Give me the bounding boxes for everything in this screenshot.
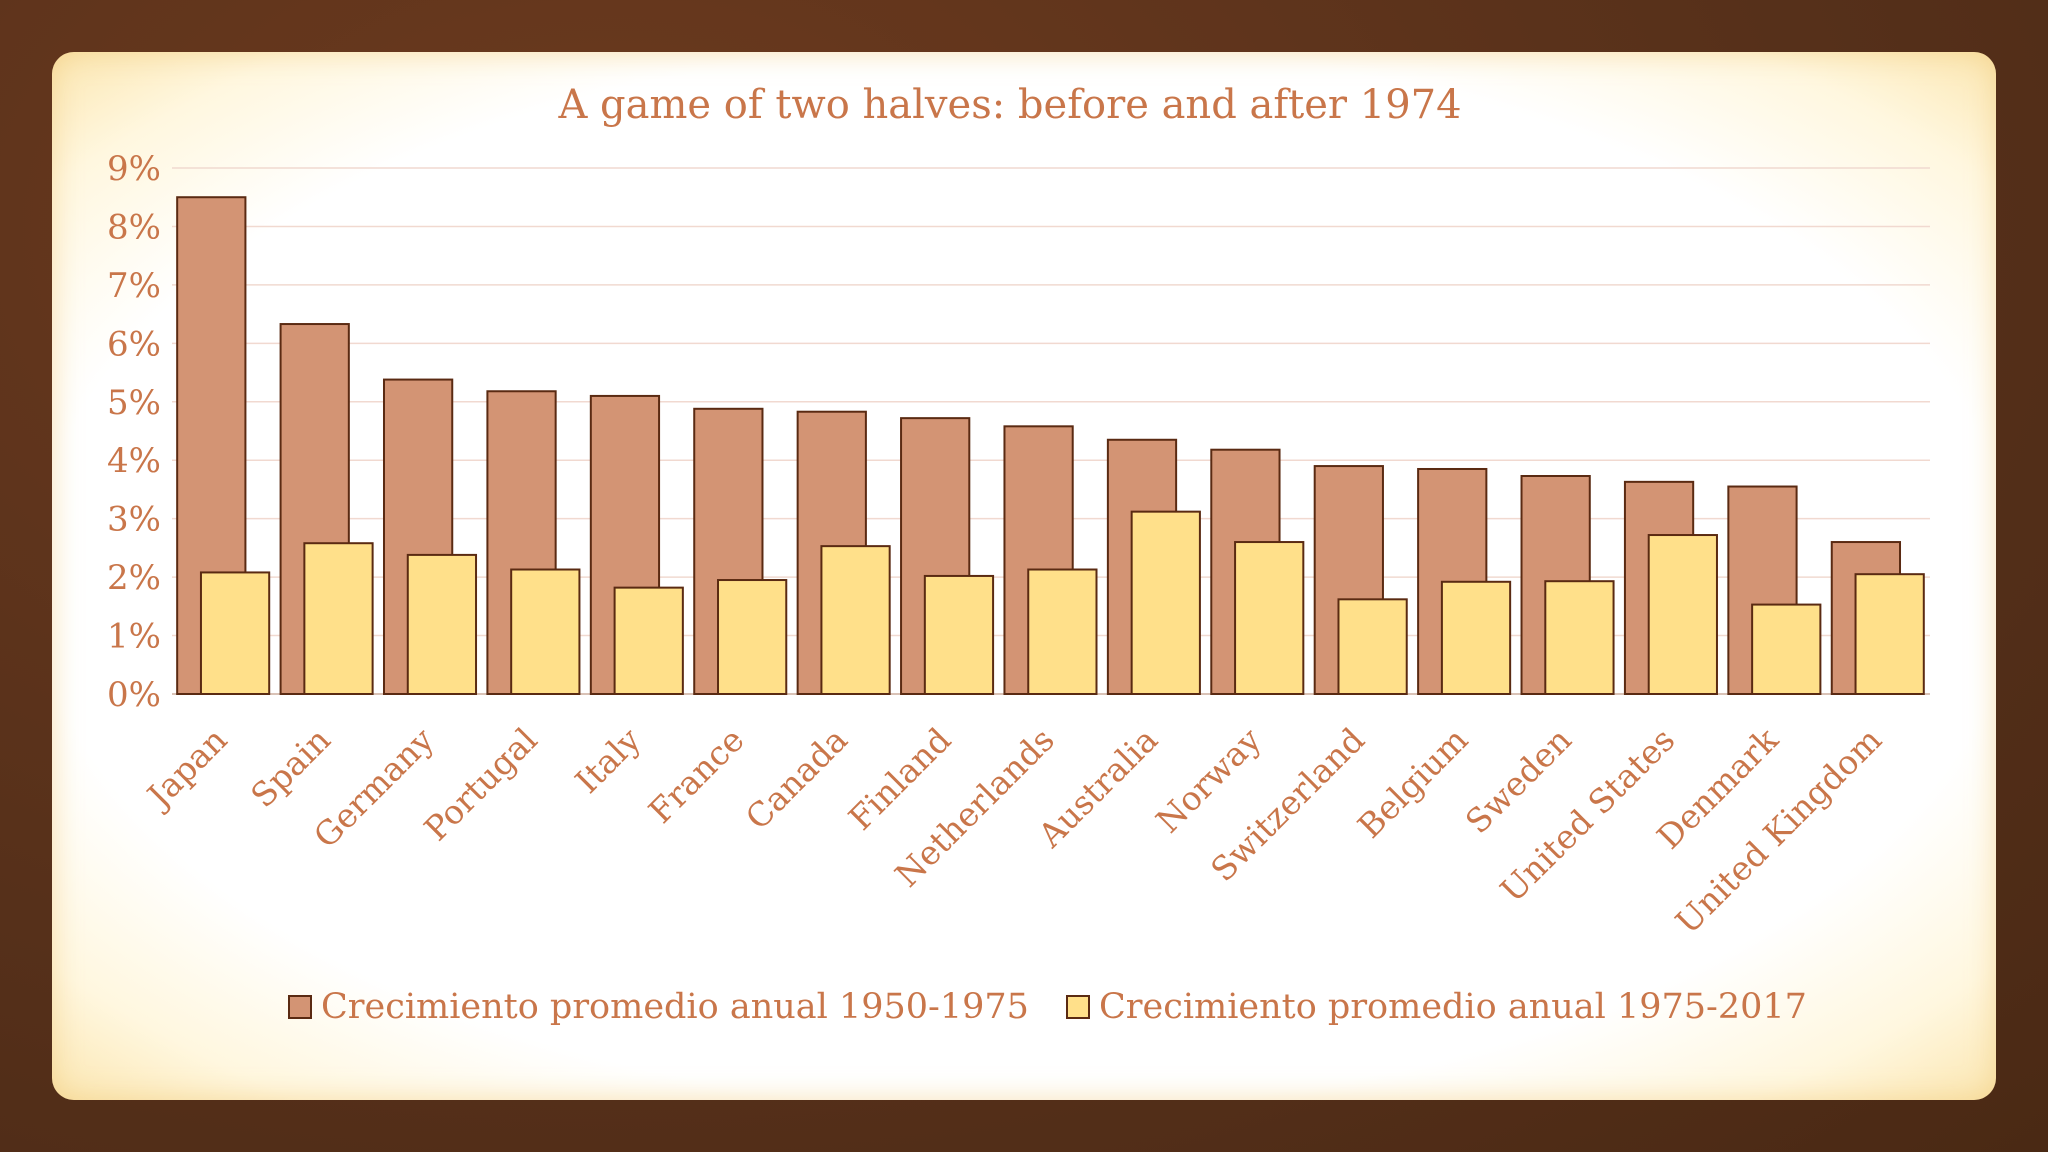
legend: Crecimiento promedio anual 1950-1975 Cre… [288,987,1807,1027]
y-tick-label: 1% [107,617,161,657]
y-tick-label: 8% [107,207,161,247]
x-tick-label-united-states: United States [1493,720,1683,910]
chart-title: A game of two halves: before and after 1… [557,82,1461,128]
bar-1975-2017-australia [1130,510,1201,695]
bar-1975-2017-united-kingdom [1854,573,1925,696]
bar-1975-2017-netherlands [1027,568,1098,695]
legend-label-1975-2017: Crecimiento promedio anual 1975-2017 [1099,987,1807,1027]
y-tick-label: 7% [107,266,161,306]
legend-label-1950-1975: Crecimiento promedio anual 1950-1975 [321,987,1029,1027]
bars [176,196,1925,696]
legend-swatch-1975-2017 [1066,995,1090,1019]
bar-1975-2017-canada [820,545,891,695]
y-tick-label: 0% [107,675,161,715]
y-tick-label: 4% [107,441,161,481]
bar-1975-2017-japan [199,571,271,695]
bar-1975-2017-denmark [1751,603,1822,696]
y-tick-label: 6% [107,324,161,364]
bar-1975-2017-finland [923,574,995,695]
y-axis-tick-labels: 0% 1% 2% 3% 4% 5% 6% 7% 8% 9% [107,149,161,715]
bar-1975-2017-france [717,579,788,695]
x-tick-label-italy: Italy [567,720,648,801]
bar-1975-2017-united-states [1647,534,1718,695]
bar-1975-2017-sweden [1544,580,1615,695]
x-tick-label-belgium: Belgium [1350,720,1476,846]
bar-chart: A game of two halves: before and after 1… [107,82,1930,1027]
chart-card: A game of two halves: before and after 1… [52,52,1996,1100]
bar-1975-2017-germany [406,553,478,695]
bar-1975-2017-italy [613,586,684,695]
x-tick-label-japan: Japan [138,720,235,817]
bar-1975-2017-switzerland [1337,598,1408,696]
y-tick-label: 5% [107,383,161,423]
x-tick-label-canada: Canada [738,720,855,837]
x-tick-label-portugal: Portugal [417,720,545,848]
y-tick-label: 3% [107,500,161,540]
bar-1975-2017-norway [1234,541,1305,695]
y-tick-label: 2% [107,558,161,598]
x-tick-label-spain: Spain [243,720,338,815]
x-tick-label-france: France [641,720,752,831]
y-tick-label: 9% [107,149,161,189]
bar-1975-2017-belgium [1440,580,1512,696]
legend-swatch-1950-1975 [288,995,312,1019]
bar-1975-2017-portugal [510,568,581,695]
bar-1975-2017-spain [303,542,374,696]
